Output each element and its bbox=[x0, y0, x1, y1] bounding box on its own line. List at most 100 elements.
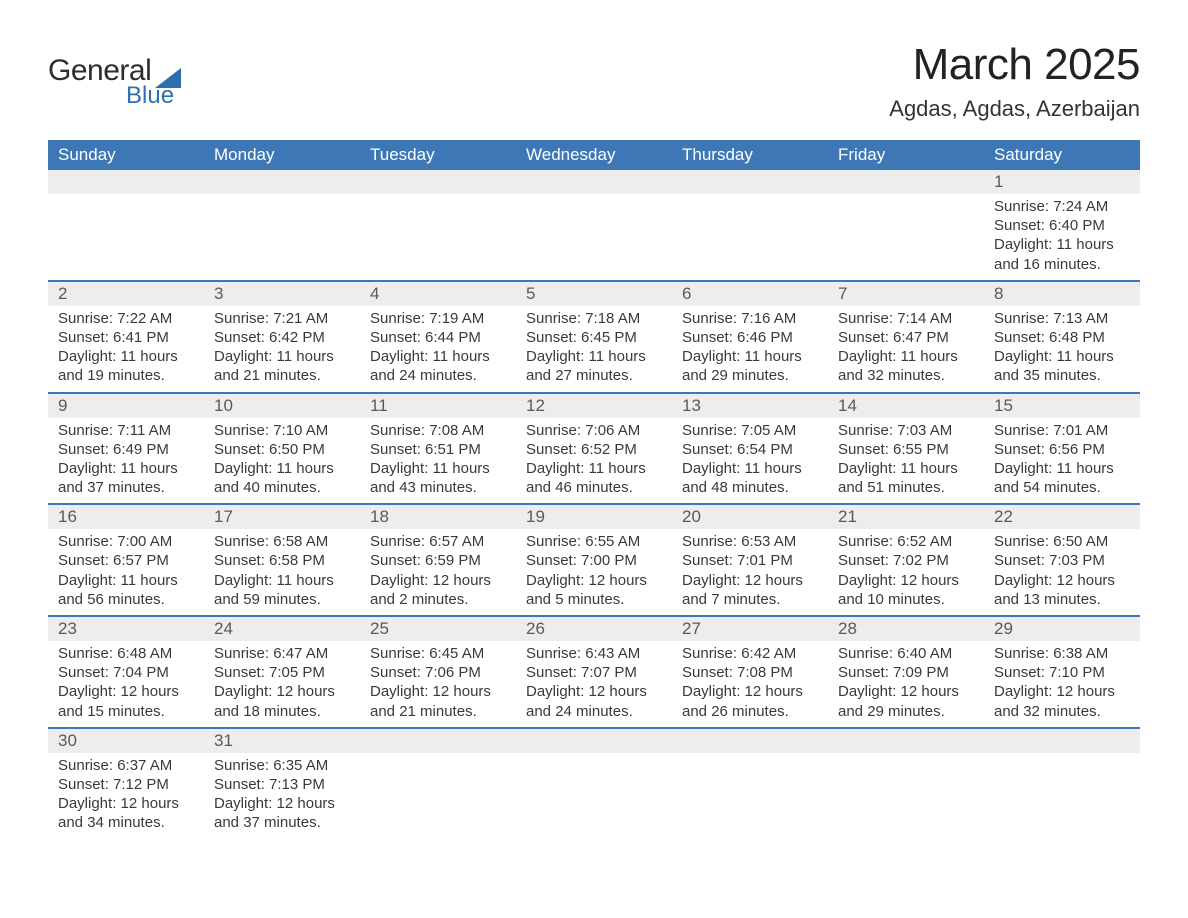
line-value: 11 hours bbox=[745, 348, 802, 365]
line-value: and 37 minutes. bbox=[58, 479, 165, 496]
day-line: Sunset: 6:41 PM bbox=[58, 328, 194, 347]
calendar-body: 1Sunrise: 7:24 AMSunset: 6:40 PMDaylight… bbox=[48, 170, 1140, 839]
line-label: Sunset: bbox=[994, 552, 1049, 569]
line-label: Sunrise: bbox=[58, 757, 117, 774]
day-line: Daylight: 12 hours bbox=[838, 682, 974, 701]
day-line: and 54 minutes. bbox=[994, 478, 1130, 497]
line-label: Sunset: bbox=[526, 441, 581, 458]
line-label: Daylight: bbox=[58, 795, 121, 812]
line-label: Sunrise: bbox=[526, 645, 585, 662]
day-line: Sunrise: 7:06 AM bbox=[526, 421, 662, 440]
day-line: Sunset: 6:42 PM bbox=[214, 328, 350, 347]
empty-cell bbox=[672, 170, 828, 281]
day-number: 1 bbox=[984, 170, 1140, 194]
line-value: 6:52 PM bbox=[581, 441, 637, 458]
line-value: and 15 minutes. bbox=[58, 703, 165, 720]
line-label: Sunrise: bbox=[994, 422, 1053, 439]
line-value: 6:35 AM bbox=[273, 757, 328, 774]
day-data: Sunrise: 7:10 AMSunset: 6:50 PMDaylight:… bbox=[204, 418, 360, 504]
line-value: and 29 minutes. bbox=[682, 367, 789, 384]
day-number: 28 bbox=[828, 617, 984, 641]
day-number: 31 bbox=[204, 729, 360, 753]
day-line: Sunset: 6:54 PM bbox=[682, 440, 818, 459]
line-label: Daylight: bbox=[682, 460, 745, 477]
day-line: Daylight: 12 hours bbox=[58, 682, 194, 701]
line-value: and 18 minutes. bbox=[214, 703, 321, 720]
day-header: Thursday bbox=[672, 140, 828, 170]
day-line: Sunrise: 6:53 AM bbox=[682, 532, 818, 551]
line-value: 6:55 PM bbox=[893, 441, 949, 458]
day-data: Sunrise: 6:55 AMSunset: 7:00 PMDaylight:… bbox=[516, 529, 672, 615]
day-line: Daylight: 12 hours bbox=[994, 571, 1130, 590]
day-line: Sunrise: 6:57 AM bbox=[370, 532, 506, 551]
line-value: and 24 minutes. bbox=[370, 367, 477, 384]
line-value: and 32 minutes. bbox=[838, 367, 945, 384]
calendar-week: 30Sunrise: 6:37 AMSunset: 7:12 PMDayligh… bbox=[48, 728, 1140, 839]
line-label: Daylight: bbox=[838, 683, 901, 700]
day-data: Sunrise: 6:58 AMSunset: 6:58 PMDaylight:… bbox=[204, 529, 360, 615]
day-line: Daylight: 11 hours bbox=[838, 347, 974, 366]
day-line: and 29 minutes. bbox=[838, 702, 974, 721]
day-cell: 10Sunrise: 7:10 AMSunset: 6:50 PMDayligh… bbox=[204, 393, 360, 505]
line-value: 7:11 AM bbox=[117, 422, 171, 439]
day-line: Sunset: 7:08 PM bbox=[682, 663, 818, 682]
day-line: Sunset: 7:06 PM bbox=[370, 663, 506, 682]
day-line: and 13 minutes. bbox=[994, 590, 1130, 609]
day-data: Sunrise: 7:19 AMSunset: 6:44 PMDaylight:… bbox=[360, 306, 516, 392]
line-value: and 40 minutes. bbox=[214, 479, 321, 496]
line-value: 7:16 AM bbox=[741, 310, 796, 327]
day-data: Sunrise: 6:35 AMSunset: 7:13 PMDaylight:… bbox=[204, 753, 360, 839]
line-label: Sunset: bbox=[58, 441, 113, 458]
day-line: and 46 minutes. bbox=[526, 478, 662, 497]
line-value: 6:54 PM bbox=[737, 441, 793, 458]
day-line: Sunrise: 7:01 AM bbox=[994, 421, 1130, 440]
line-value: 7:01 PM bbox=[737, 552, 793, 569]
line-label: Daylight: bbox=[370, 572, 433, 589]
line-value: 7:05 PM bbox=[269, 664, 325, 681]
day-line: Daylight: 12 hours bbox=[370, 682, 506, 701]
day-line: Daylight: 11 hours bbox=[994, 459, 1130, 478]
day-number: 22 bbox=[984, 505, 1140, 529]
day-cell: 26Sunrise: 6:43 AMSunset: 7:07 PMDayligh… bbox=[516, 616, 672, 728]
day-line: Sunset: 6:51 PM bbox=[370, 440, 506, 459]
line-label: Sunrise: bbox=[838, 645, 897, 662]
day-number bbox=[828, 729, 984, 753]
line-value: 7:13 PM bbox=[269, 776, 325, 793]
day-line: and 19 minutes. bbox=[58, 366, 194, 385]
day-number: 17 bbox=[204, 505, 360, 529]
day-cell: 15Sunrise: 7:01 AMSunset: 6:56 PMDayligh… bbox=[984, 393, 1140, 505]
day-line: Sunset: 6:44 PM bbox=[370, 328, 506, 347]
month-title: March 2025 bbox=[889, 40, 1140, 90]
day-cell: 17Sunrise: 6:58 AMSunset: 6:58 PMDayligh… bbox=[204, 504, 360, 616]
line-label: Sunset: bbox=[214, 776, 269, 793]
line-label: Daylight: bbox=[682, 683, 745, 700]
line-label: Sunrise: bbox=[682, 422, 741, 439]
line-value: and 24 minutes. bbox=[526, 703, 633, 720]
line-label: Sunrise: bbox=[58, 645, 117, 662]
day-line: Sunrise: 6:43 AM bbox=[526, 644, 662, 663]
line-label: Daylight: bbox=[214, 572, 277, 589]
empty-cell bbox=[204, 170, 360, 281]
day-number: 15 bbox=[984, 394, 1140, 418]
day-line: Sunrise: 7:21 AM bbox=[214, 309, 350, 328]
day-data bbox=[828, 194, 984, 264]
day-line: and 34 minutes. bbox=[58, 813, 194, 832]
line-value: 11 hours bbox=[121, 572, 178, 589]
line-value: and 29 minutes. bbox=[838, 703, 945, 720]
line-label: Daylight: bbox=[994, 348, 1057, 365]
day-line: and 29 minutes. bbox=[682, 366, 818, 385]
line-label: Sunrise: bbox=[838, 533, 897, 550]
line-value: and 21 minutes. bbox=[370, 703, 477, 720]
line-value: and 37 minutes. bbox=[214, 814, 321, 831]
day-number: 27 bbox=[672, 617, 828, 641]
day-line: Daylight: 11 hours bbox=[214, 571, 350, 590]
day-data: Sunrise: 7:05 AMSunset: 6:54 PMDaylight:… bbox=[672, 418, 828, 504]
line-label: Sunset: bbox=[214, 552, 269, 569]
line-label: Sunrise: bbox=[994, 645, 1053, 662]
day-line: and 7 minutes. bbox=[682, 590, 818, 609]
line-value: 7:14 AM bbox=[897, 310, 952, 327]
day-line: and 56 minutes. bbox=[58, 590, 194, 609]
line-value: 11 hours bbox=[1057, 236, 1114, 253]
line-label: Daylight: bbox=[682, 572, 745, 589]
day-cell: 4Sunrise: 7:19 AMSunset: 6:44 PMDaylight… bbox=[360, 281, 516, 393]
